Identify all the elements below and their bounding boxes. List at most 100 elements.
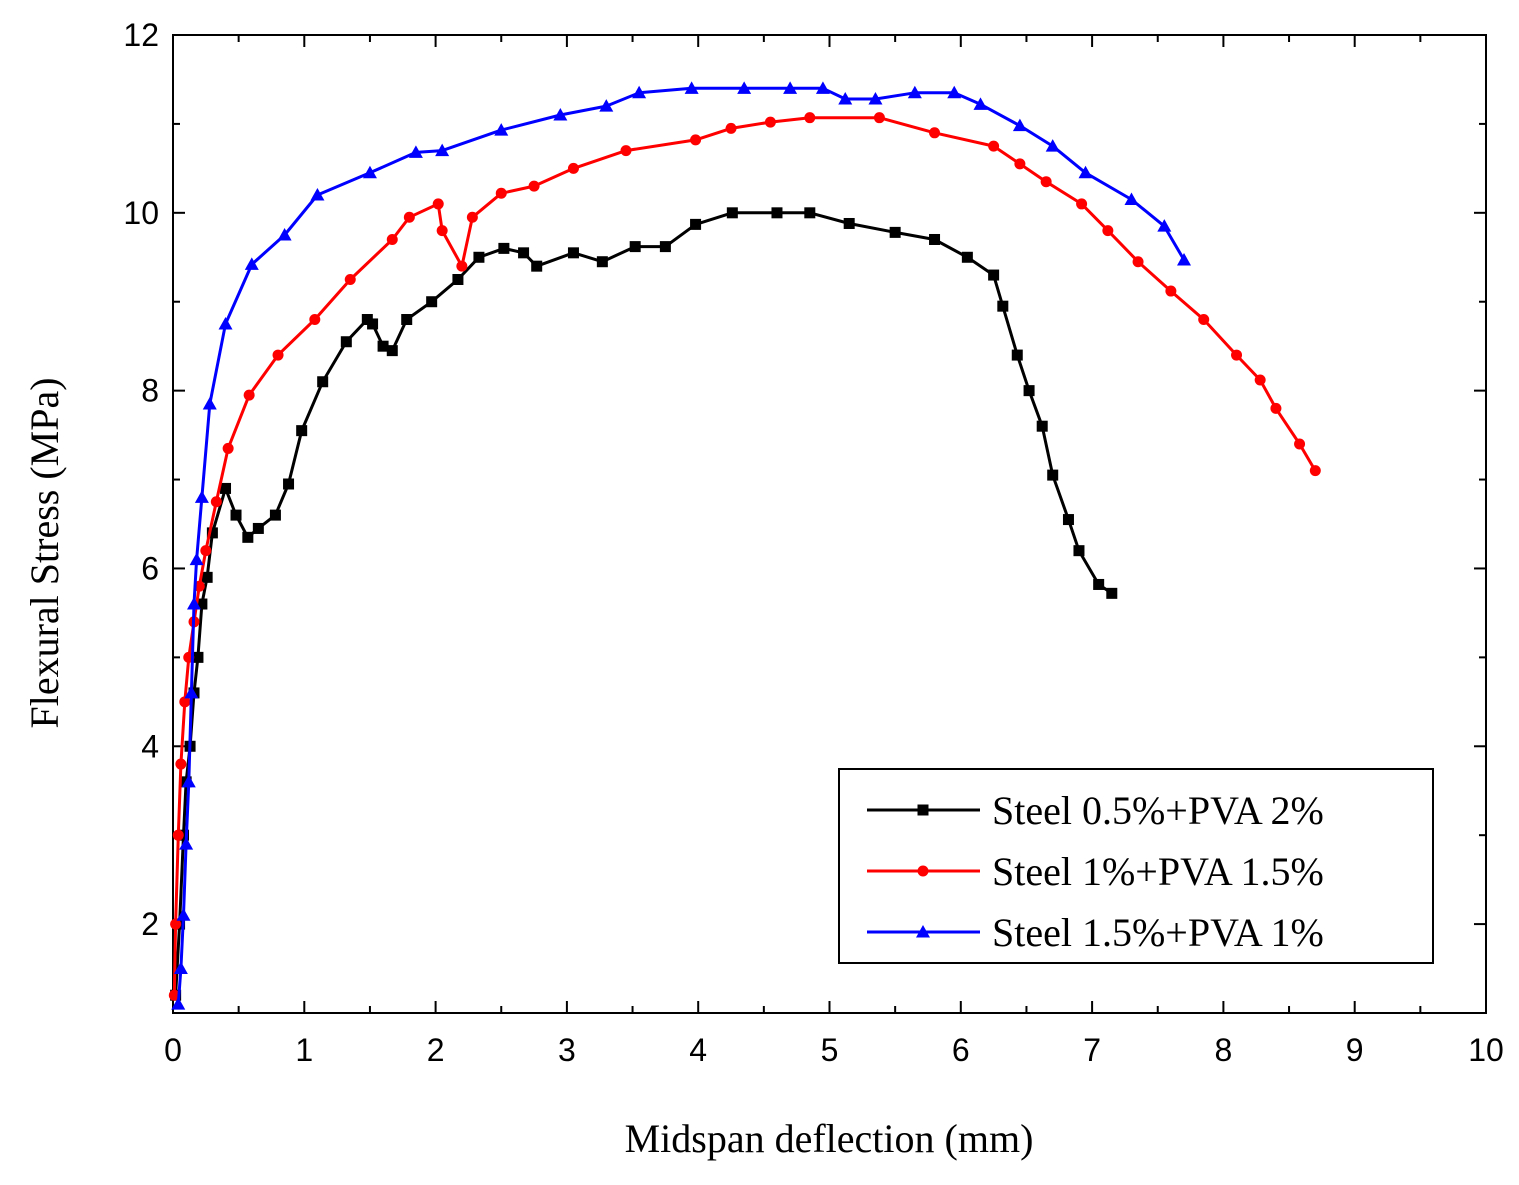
data-point [873,112,885,124]
x-axis-title: Midspan deflection (mm) [625,1116,1034,1161]
data-point [296,425,308,437]
data-point [243,389,255,401]
x-tick-label: 0 [164,1032,182,1068]
data-point [889,226,901,238]
y-tick-label: 2 [141,906,159,942]
data-point [907,85,922,99]
data-point [452,274,464,285]
x-tick-label: 6 [952,1032,970,1068]
data-point [1157,219,1172,232]
data-point [725,122,737,134]
data-point [567,162,579,174]
data-point [1198,314,1210,326]
data-point [362,165,377,179]
data-point [1076,198,1088,210]
x-tick-label: 1 [295,1032,313,1068]
data-point [1254,374,1266,386]
data-point [620,145,632,157]
data-point [947,85,962,99]
data-point [684,81,699,94]
data-point [1093,578,1105,590]
legend: Steel 0.5%+PVA 2% Steel 1%+PVA 1.5% Steel … [838,768,1434,964]
data-point [1073,545,1085,557]
data-point [1040,176,1052,188]
data-point [1165,285,1177,297]
x-tick-label: 9 [1346,1032,1364,1068]
data-point [187,597,202,610]
data-point [171,997,186,1010]
data-point [498,242,510,254]
data-point [456,260,468,272]
y-axis-title: Flexural Stress (MPa) [22,377,67,728]
data-point [252,522,264,534]
series-line [176,86,1186,1005]
x-axis: 0 1 2 3 4 5 6 7 8 9 10 [164,35,1504,1068]
data-point [868,92,883,105]
data-point [426,296,438,308]
data-point [1014,158,1026,170]
data-point [172,829,184,841]
data-point [629,241,641,253]
x-tick-label: 5 [821,1032,839,1068]
data-point [277,228,292,241]
x-tick-label: 10 [1468,1032,1504,1068]
data-point [192,651,204,663]
data-point [435,143,450,157]
data-point [283,478,295,490]
series-3 [171,81,1192,1010]
data-point [176,908,191,921]
y-tick-label: 10 [123,195,159,231]
data-point [495,187,507,199]
legend-label: Steel 0.5%+PVA 2% [992,788,1324,833]
data-point [436,225,448,237]
data-point [1102,225,1114,237]
data-point [843,217,855,229]
data-point [804,112,816,124]
data-point [815,81,830,94]
data-point [367,318,379,330]
data-point [206,527,218,539]
data-point [726,207,738,219]
data-point [401,314,413,326]
data-point [170,918,182,930]
data-point [200,545,212,557]
data-point [179,837,194,850]
data-point [1177,252,1192,266]
data-point [403,211,415,223]
x-tick-label: 2 [427,1032,445,1068]
data-point [1045,139,1060,152]
data-point [988,140,1000,152]
data-point [690,218,702,230]
data-point [764,116,776,128]
y-tick-label: 4 [141,728,159,764]
data-point [929,233,941,245]
data-point [1012,118,1027,132]
data-point [494,123,509,136]
legend-marker [917,804,929,816]
data-point [929,127,941,139]
data-point [1047,469,1059,481]
data-point [518,247,530,259]
data-point [408,145,423,158]
data-point [269,509,281,521]
y-axis: 2 4 6 8 10 12 [123,17,1486,942]
data-point [1309,465,1321,477]
x-tick-label: 7 [1083,1032,1101,1068]
y-tick-label: 6 [141,550,159,586]
data-point [1132,256,1144,268]
data-point [344,274,356,285]
data-point [242,531,254,543]
series-line [172,116,1317,996]
y-tick-label: 8 [141,373,159,409]
x-tick-label: 4 [689,1032,707,1068]
data-point [386,233,398,245]
data-point [222,442,234,454]
data-point [1124,192,1139,205]
data-point [1106,587,1118,599]
data-point [309,314,321,326]
data-point [181,774,196,788]
data-point [1062,514,1074,526]
data-point [210,496,222,508]
legend-marker [917,865,929,877]
